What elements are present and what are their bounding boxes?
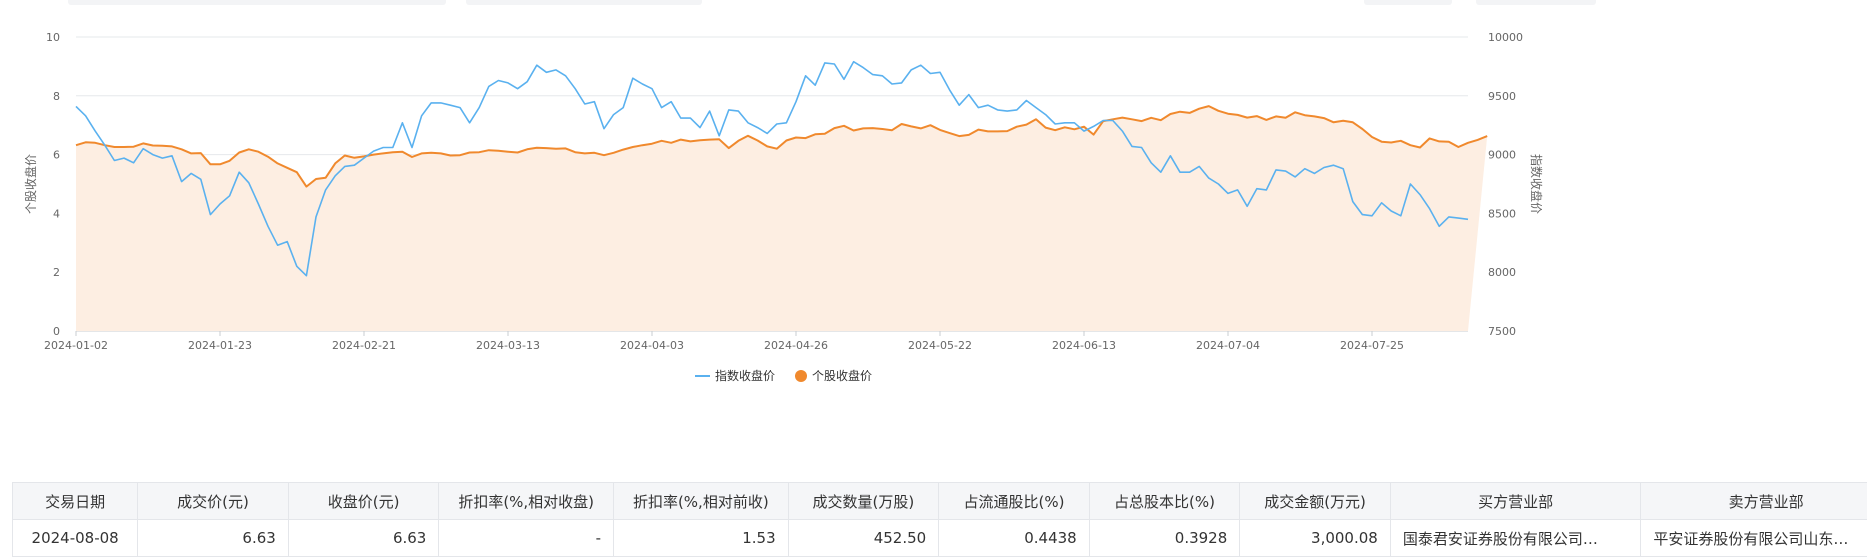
legend-stock-swatch (795, 370, 807, 382)
y-left-tick-label: 8 (53, 90, 60, 103)
col-discount-close[interactable]: 折扣率(%,相对收盘) (438, 482, 614, 520)
col-discount-prev[interactable]: 折扣率(%,相对前收) (613, 482, 789, 520)
x-tick-label: 2024-06-13 (1052, 339, 1116, 352)
col-buyer[interactable]: 买方营业部 (1389, 482, 1642, 520)
y-left-tick-label: 0 (53, 325, 60, 338)
x-tick-label: 2024-01-02 (44, 339, 108, 352)
x-tick-label: 2024-03-13 (476, 339, 540, 352)
cell-discount-close: - (438, 519, 614, 557)
cell-seller[interactable]: 平安证券股份有限公司山东… (1640, 519, 1867, 557)
index-close-line (75, 60, 1469, 277)
toolbar-control-4 (1476, 0, 1596, 5)
toolbar-control-3 (1364, 0, 1452, 5)
x-tick-label: 2024-05-22 (908, 339, 972, 352)
y-right-tick-label: 9500 (1488, 90, 1516, 103)
y-right-tick-label: 10000 (1488, 31, 1523, 44)
cell-discount-prev: 1.53 (613, 519, 789, 557)
col-seller[interactable]: 卖方营业部 (1640, 482, 1867, 520)
cell-amount: 3,000.08 (1239, 519, 1391, 557)
cell-total-ratio: 0.3928 (1088, 519, 1241, 557)
cell-float-ratio: 0.4438 (938, 519, 1090, 557)
y-left-tick-label: 6 (53, 149, 60, 162)
y-right-tick-label: 9000 (1488, 149, 1516, 162)
col-trade-date[interactable]: 交易日期 (11, 482, 139, 520)
table-header-row: 交易日期 成交价(元) 收盘价(元) 折扣率(%,相对收盘) 折扣率(%,相对前… (11, 482, 1867, 520)
stock-close-line (75, 105, 1488, 188)
cell-deal-price: 6.63 (137, 519, 289, 557)
table-row: 2024-08-08 6.63 6.63 - 1.53 452.50 0.443… (11, 519, 1867, 557)
cell-trade-date: 2024-08-08 (11, 519, 139, 557)
col-close-price[interactable]: 收盘价(元) (287, 482, 440, 520)
y-left-tick-label: 4 (53, 207, 60, 220)
y-left-tick-label: 10 (46, 31, 60, 44)
y-right-tick-label: 8500 (1488, 207, 1516, 220)
top-toolbar-remnant (0, 0, 1867, 8)
y-right-axis-title: 指数收盘价 (1529, 154, 1544, 214)
col-amount[interactable]: 成交金额(万元) (1239, 482, 1391, 520)
col-deal-price[interactable]: 成交价(元) (137, 482, 289, 520)
x-tick-label: 2024-02-21 (332, 339, 396, 352)
cell-close-price: 6.63 (287, 519, 440, 557)
x-tick-label: 2024-04-03 (620, 339, 684, 352)
cell-volume: 452.50 (787, 519, 940, 557)
y-left-axis-title: 个股收盘价 (23, 154, 38, 214)
block-trade-table-wrap: 交易日期 成交价(元) 收盘价(元) 折扣率(%,相对收盘) 折扣率(%,相对前… (11, 482, 1867, 557)
toolbar-control-2 (466, 0, 702, 5)
x-tick-label: 2024-04-26 (764, 339, 828, 352)
toolbar-control-1 (68, 0, 446, 5)
legend-index-label: 指数收盘价 (715, 368, 775, 383)
y-right-tick-label: 7500 (1488, 325, 1516, 338)
col-volume[interactable]: 成交数量(万股) (787, 482, 940, 520)
legend-stock-label: 个股收盘价 (812, 368, 872, 383)
col-total-ratio[interactable]: 占总股本比(%) (1088, 482, 1241, 520)
x-tick-label: 2024-01-23 (188, 339, 252, 352)
stock-area-fill (76, 106, 1488, 331)
cell-buyer[interactable]: 国泰君安证券股份有限公司… (1389, 519, 1642, 557)
block-trade-table: 交易日期 成交价(元) 收盘价(元) 折扣率(%,相对收盘) 折扣率(%,相对前… (11, 482, 1867, 557)
col-float-ratio[interactable]: 占流通股比(%) (938, 482, 1090, 520)
x-tick-label: 2024-07-25 (1340, 339, 1404, 352)
y-left-tick-label: 2 (53, 266, 60, 279)
y-right-tick-label: 8000 (1488, 266, 1516, 279)
x-tick-label: 2024-07-04 (1196, 339, 1260, 352)
